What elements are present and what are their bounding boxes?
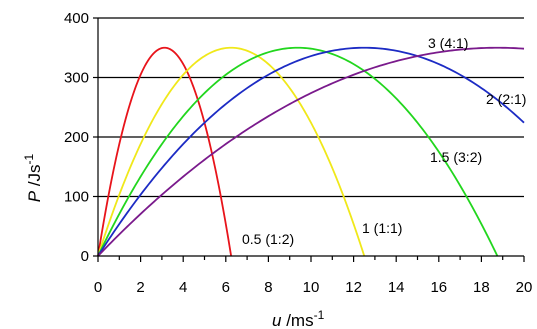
x-tick-label-8: 8	[264, 279, 272, 296]
axes	[93, 17, 525, 262]
series-lines	[97, 46, 525, 257]
y-tick-label-200: 200	[64, 129, 89, 146]
series-label-5: 3 (4:1)	[428, 35, 468, 51]
series-labels: 0.5 (1:2) 1 (1:1) 1.5 (3:2) 2 (2:1) 3 (4:1)	[242, 35, 526, 247]
x-tick-label-20: 20	[516, 279, 533, 296]
series-line-3	[97, 46, 499, 257]
y-tick-label-400: 400	[64, 10, 89, 27]
x-tick-label-2: 2	[136, 279, 144, 296]
y-tick-label-100: 100	[64, 189, 89, 206]
x-axis-title: u /ms-1	[272, 308, 325, 329]
y-axis-unit: /Js	[25, 164, 44, 190]
series-line-5	[97, 46, 525, 257]
x-tick-label-10: 10	[303, 279, 320, 296]
x-tick-label-0: 0	[94, 279, 102, 296]
y-tick-label-0: 0	[81, 248, 89, 265]
series-label-1: 0.5 (1:2)	[242, 231, 294, 247]
x-axis-unit-exponent: -1	[314, 308, 325, 322]
series-label-3: 1.5 (3:2)	[430, 149, 482, 165]
x-tick-label-16: 16	[430, 279, 447, 296]
series-line-4	[97, 46, 525, 257]
x-axis-symbol: u	[272, 311, 282, 329]
series-line-1	[97, 46, 233, 257]
x-axis-unit: /ms	[281, 311, 313, 329]
y-axis-title: P /Js-1	[22, 153, 44, 202]
series-label-4: 2 (2:1)	[486, 91, 526, 107]
y-axis-symbol: P	[25, 190, 44, 202]
x-tick-label-4: 4	[179, 279, 187, 296]
y-tick-label-300: 300	[64, 70, 89, 87]
gridlines	[98, 17, 524, 198]
series-label-2: 1 (1:1)	[362, 220, 402, 236]
x-tick-label-6: 6	[222, 279, 230, 296]
x-tick-label-18: 18	[473, 279, 490, 296]
y-axis-unit-exponent: -1	[22, 153, 36, 164]
x-tick-label-12: 12	[345, 279, 362, 296]
series-line-2	[97, 46, 366, 257]
x-tick-label-14: 14	[388, 279, 405, 296]
